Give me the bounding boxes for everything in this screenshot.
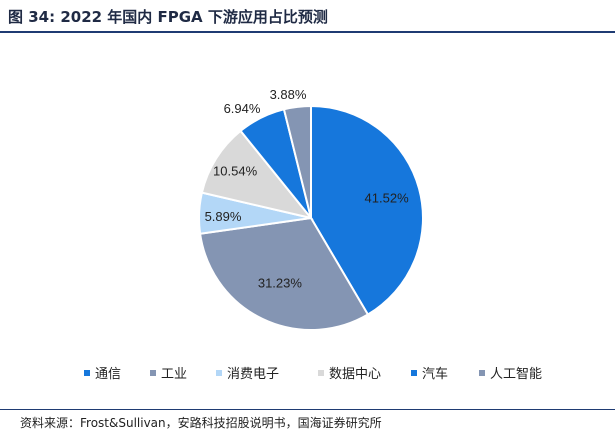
legend-label-3: 消费电子 (227, 367, 279, 382)
figure-title: 图 34: 2022 年国内 FPGA 下游应用占比预测 (8, 8, 328, 26)
pie-slices (198, 104, 424, 331)
legend-label-5: 汽车 (422, 366, 448, 382)
legend-swatch-1 (84, 370, 90, 376)
chart-legend: 通信 工业 消费电子 数据中心 汽车 人工智能 (84, 366, 542, 382)
legend-swatch-4 (318, 370, 324, 376)
legend-swatch-3 (216, 370, 222, 376)
legend-swatch-2 (150, 370, 156, 376)
pie-slice-6 (282, 104, 312, 219)
source-note: 资料来源：Frost&Sullivan，安路科技招股说明书，国海证券研究所 (20, 416, 382, 430)
legend-swatch-5 (411, 370, 417, 376)
legend-label-1: 通信 (95, 367, 121, 382)
legend-label-2: 工业 (161, 367, 187, 382)
data-label-5: 6.94% (224, 101, 261, 116)
source-divider (0, 409, 615, 410)
data-label-2: 31.23% (258, 276, 303, 291)
pie-slice-4 (200, 129, 314, 220)
data-label-3: 5.89% (205, 209, 242, 224)
pie-slice-1 (310, 104, 424, 316)
data-label-4: 10.54% (213, 163, 258, 178)
title-underline (0, 31, 615, 33)
pie-slice-2 (198, 216, 370, 331)
legend-label-4: 数据中心 (329, 367, 381, 382)
legend-label-6: 人工智能 (490, 367, 542, 382)
legend-swatch-6 (479, 370, 485, 376)
data-label-1: 41.52% (365, 190, 410, 205)
pie-data-labels: 41.52% 31.23% 5.89% 10.54% 6.94% 3.88% (205, 87, 410, 291)
data-label-6: 3.88% (270, 87, 307, 102)
